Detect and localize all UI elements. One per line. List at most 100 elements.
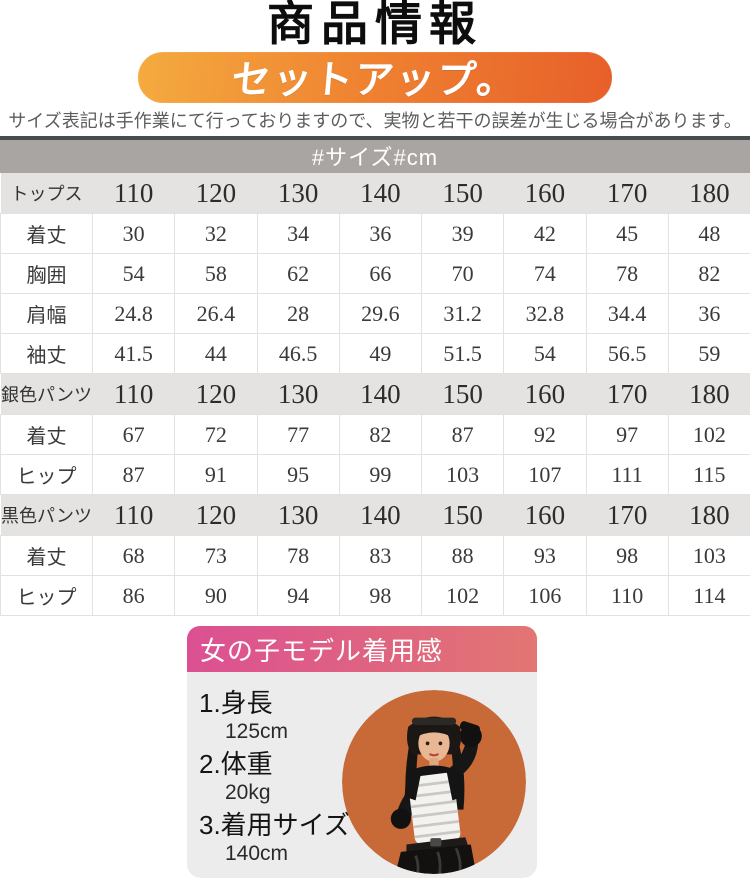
setup-banner-label: セットアップ。 <box>230 49 521 105</box>
page-title: 商品情報 <box>0 0 750 51</box>
value-cell: 72 <box>175 415 257 455</box>
girl-model-info-card: 女の子モデル着用感 1.身長 125cm 2.体重 20kg 3.着用サイズ 1… <box>187 626 537 878</box>
row-label: 着丈 <box>1 214 93 254</box>
size-cell: 110 <box>93 173 175 214</box>
size-cell: 180 <box>668 374 750 415</box>
value-cell: 56.5 <box>586 334 668 374</box>
value-cell: 41.5 <box>93 334 175 374</box>
size-cell: 120 <box>175 495 257 536</box>
value-cell: 74 <box>504 254 586 294</box>
value-cell: 90 <box>175 576 257 616</box>
value-cell: 68 <box>93 536 175 576</box>
value-cell: 42 <box>504 214 586 254</box>
value-cell: 98 <box>586 536 668 576</box>
value-cell: 83 <box>339 536 421 576</box>
size-cell: 160 <box>504 374 586 415</box>
value-cell: 103 <box>422 455 504 495</box>
value-cell: 30 <box>93 214 175 254</box>
row-label: 胸囲 <box>1 254 93 294</box>
row-label: 着丈 <box>1 536 93 576</box>
value-cell: 44 <box>175 334 257 374</box>
size-cell: 140 <box>339 374 421 415</box>
value-cell: 34.4 <box>586 294 668 334</box>
value-cell: 94 <box>257 576 339 616</box>
model-size-value: 140cm <box>199 842 369 865</box>
value-cell: 78 <box>586 254 668 294</box>
value-cell: 54 <box>93 254 175 294</box>
value-cell: 107 <box>504 455 586 495</box>
value-cell: 34 <box>257 214 339 254</box>
value-cell: 106 <box>504 576 586 616</box>
row-label: 黒色パンツ <box>1 495 93 536</box>
value-cell: 95 <box>257 455 339 495</box>
row-label: ヒップ <box>1 455 93 495</box>
value-cell: 92 <box>504 415 586 455</box>
value-cell: 91 <box>175 455 257 495</box>
value-cell: 32 <box>175 214 257 254</box>
value-cell: 102 <box>422 576 504 616</box>
value-cell: 48 <box>668 214 750 254</box>
value-cell: 39 <box>422 214 504 254</box>
row-label: 銀色パンツ <box>1 374 93 415</box>
size-cell: 120 <box>175 173 257 214</box>
value-cell: 82 <box>339 415 421 455</box>
value-cell: 86 <box>93 576 175 616</box>
value-cell: 70 <box>422 254 504 294</box>
value-cell: 62 <box>257 254 339 294</box>
value-cell: 45 <box>586 214 668 254</box>
size-cell: 150 <box>422 495 504 536</box>
model-height-label: 1.身長 <box>199 689 369 719</box>
model-size-label: 3.着用サイズ <box>199 811 369 841</box>
size-cell: 110 <box>93 495 175 536</box>
row-label: ヒップ <box>1 576 93 616</box>
value-cell: 87 <box>422 415 504 455</box>
value-cell: 67 <box>93 415 175 455</box>
value-cell: 66 <box>339 254 421 294</box>
girl-model-photo <box>342 690 526 874</box>
size-cell: 170 <box>586 173 668 214</box>
value-cell: 98 <box>339 576 421 616</box>
value-cell: 99 <box>339 455 421 495</box>
value-cell: 49 <box>339 334 421 374</box>
value-cell: 78 <box>257 536 339 576</box>
value-cell: 32.8 <box>504 294 586 334</box>
size-cell: 160 <box>504 173 586 214</box>
value-cell: 24.8 <box>93 294 175 334</box>
size-cell: 150 <box>422 374 504 415</box>
girl-model-info-header: 女の子モデル着用感 <box>187 626 537 672</box>
value-cell: 87 <box>93 455 175 495</box>
size-cell: 130 <box>257 374 339 415</box>
size-table-caption-label: #サイズ#cm <box>312 140 438 172</box>
setup-banner: セットアップ。 <box>138 52 612 103</box>
value-cell: 29.6 <box>339 294 421 334</box>
size-cell: 140 <box>339 173 421 214</box>
value-cell: 36 <box>668 294 750 334</box>
value-cell: 46.5 <box>257 334 339 374</box>
row-label: 袖丈 <box>1 334 93 374</box>
size-cell: 110 <box>93 374 175 415</box>
size-cell: 140 <box>339 495 421 536</box>
value-cell: 111 <box>586 455 668 495</box>
model-height-value: 125cm <box>199 720 369 743</box>
size-table-caption: #サイズ#cm <box>0 140 750 173</box>
size-cell: 130 <box>257 495 339 536</box>
size-disclaimer-text: サイズ表記は手作業にて行っておりますので、実物と若干の誤差が生じる場合があります… <box>0 107 750 133</box>
value-cell: 36 <box>339 214 421 254</box>
value-cell: 54 <box>504 334 586 374</box>
value-cell: 28 <box>257 294 339 334</box>
value-cell: 82 <box>668 254 750 294</box>
size-cell: 120 <box>175 374 257 415</box>
value-cell: 115 <box>668 455 750 495</box>
value-cell: 102 <box>668 415 750 455</box>
size-cell: 130 <box>257 173 339 214</box>
row-label: トップス <box>1 173 93 214</box>
value-cell: 51.5 <box>422 334 504 374</box>
